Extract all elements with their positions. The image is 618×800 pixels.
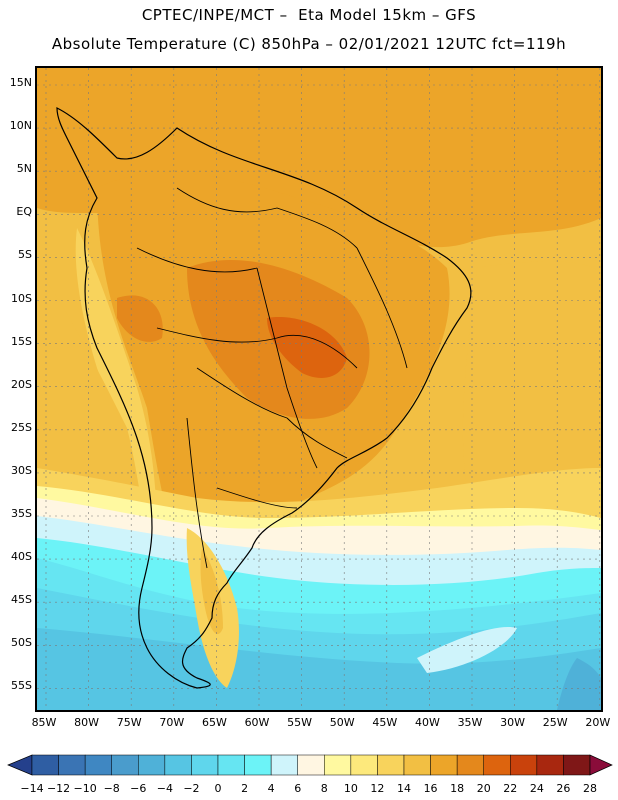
lat-label: 35S xyxy=(11,507,32,520)
colorbar-min-arrow xyxy=(7,754,33,776)
colorbar-label: 2 xyxy=(241,782,249,795)
field-16-pacific xyxy=(37,268,147,538)
lat-label: EQ xyxy=(16,205,32,219)
colorbar-swatch xyxy=(456,754,484,776)
title-line-1: CPTEC/INPE/MCT – Eta Model 15km – GFS xyxy=(141,6,477,24)
temperature-map xyxy=(35,66,603,712)
lon-label: 20W xyxy=(585,716,611,729)
lon-label: 50W xyxy=(329,716,355,729)
colorbar-label: −12 xyxy=(46,782,71,795)
field-m4 xyxy=(557,658,601,710)
field-m2 xyxy=(37,628,601,710)
lat-label: 10S xyxy=(11,291,32,305)
colorbar-swatch xyxy=(324,754,352,776)
lat-label: 45S xyxy=(11,593,32,607)
coastline xyxy=(56,107,472,689)
lon-label: 30W xyxy=(500,716,526,729)
colorbar-swatch xyxy=(58,754,86,776)
colorbar-swatch xyxy=(563,754,591,776)
colorbar-swatch xyxy=(430,754,458,776)
colorbar-swatch xyxy=(217,754,245,776)
lon-label: 40W xyxy=(414,716,440,729)
colorbar-label: 0 xyxy=(214,782,222,795)
colorbar-label: 4 xyxy=(267,782,275,795)
field-22-core xyxy=(267,317,347,378)
colorbar-swatch xyxy=(483,754,511,776)
lon-label: 25W xyxy=(542,716,568,729)
colorbar-label: 10 xyxy=(343,782,358,795)
colorbar-swatch xyxy=(297,754,325,776)
colorbar xyxy=(7,754,613,776)
field-cool-patch xyxy=(417,627,517,673)
field-16-andes xyxy=(75,228,157,538)
colorbar-label: −2 xyxy=(183,782,200,795)
lat-label: 15S xyxy=(11,334,32,348)
lat-label: 15N xyxy=(9,76,32,89)
colorbar-swatch xyxy=(31,754,59,776)
colorbar-swatch xyxy=(350,754,378,776)
lon-label: 75W xyxy=(116,716,142,729)
map-canvas xyxy=(37,68,601,710)
colorbar-label: −4 xyxy=(156,782,173,795)
lon-label: 55W xyxy=(287,716,313,729)
lon-label: 85W xyxy=(31,716,57,729)
lat-label: 20S xyxy=(11,377,32,391)
colorbar-swatch xyxy=(510,754,538,776)
lat-label: 30S xyxy=(11,463,32,477)
colorbar-label: −10 xyxy=(73,782,97,795)
field-warm-tongue-inner xyxy=(200,548,223,635)
colorbar-label: 22 xyxy=(503,782,518,795)
colorbar-swatch xyxy=(377,754,405,776)
field-20-patch xyxy=(117,295,163,342)
colorbar-swatch xyxy=(164,754,192,776)
colorbar-swatch xyxy=(536,754,564,776)
colorbar-label: 28 xyxy=(583,782,597,795)
colorbar-label: −8 xyxy=(103,782,120,795)
lat-label: 5N xyxy=(16,162,32,176)
colorbar-label: 16 xyxy=(423,782,438,795)
lat-label: 55S xyxy=(11,679,32,693)
colorbar-swatch xyxy=(84,754,112,776)
lat-label: 40S xyxy=(11,550,32,564)
colorbar-label: 8 xyxy=(320,782,328,795)
colorbar-label: 12 xyxy=(370,782,385,795)
lon-label: 70W xyxy=(159,716,185,729)
lat-label: 5S xyxy=(18,248,32,262)
graticule xyxy=(37,68,601,710)
colorbar-swatch xyxy=(138,754,166,776)
lon-label: 65W xyxy=(201,716,227,729)
lat-label: 10N xyxy=(9,119,32,133)
colorbar-label: 18 xyxy=(450,782,465,795)
lat-label: 25S xyxy=(11,420,32,434)
colorbar-label: −14 xyxy=(20,782,44,795)
lon-label: 80W xyxy=(74,716,100,729)
colorbar-swatch xyxy=(111,754,139,776)
colorbar-label: 14 xyxy=(397,782,411,795)
colorbar-swatch xyxy=(270,754,298,776)
colorbar-label: 6 xyxy=(294,782,302,795)
colorbar-label: 26 xyxy=(556,782,571,795)
colorbar-label: 24 xyxy=(529,782,544,795)
lon-label: 45W xyxy=(372,716,398,729)
country-borders xyxy=(136,187,408,569)
lat-label: 50S xyxy=(11,636,32,650)
lon-label: 60W xyxy=(244,716,270,729)
colorbar-swatch xyxy=(244,754,272,776)
colorbar-swatch xyxy=(191,754,219,776)
field-16-atlantic xyxy=(462,261,601,500)
title-line-2: Absolute Temperature (C) 850hPa – 02/01/… xyxy=(51,35,567,53)
colorbar-swatch xyxy=(403,754,431,776)
colorbar-label: 20 xyxy=(476,782,491,795)
colorbar-label: −6 xyxy=(130,782,147,795)
colorbar-max-arrow xyxy=(589,754,613,776)
lon-label: 35W xyxy=(457,716,483,729)
